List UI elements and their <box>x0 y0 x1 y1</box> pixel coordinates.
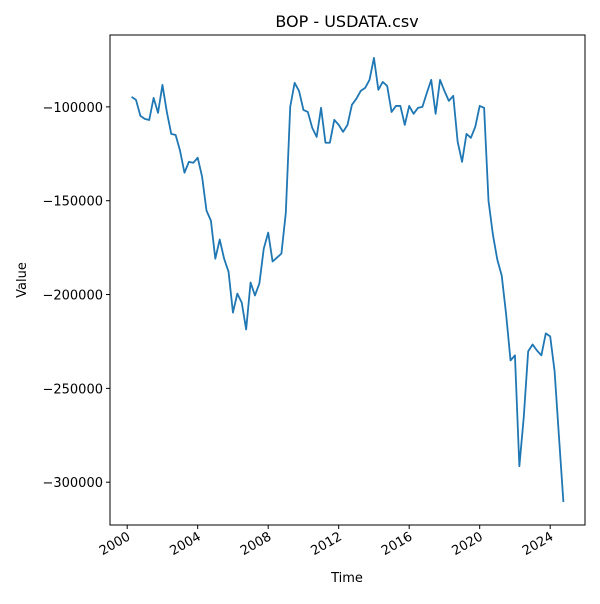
chart-title: BOP - USDATA.csv <box>275 12 418 31</box>
y-tick-label: −250000 <box>42 382 103 397</box>
x-tick-label: 2004 <box>168 529 204 559</box>
y-tick-label: −200000 <box>42 289 103 304</box>
x-tick-label: 2012 <box>309 529 345 559</box>
plot-frame <box>109 34 586 526</box>
x-tick-label: 2016 <box>379 529 415 559</box>
y-tick-label: −150000 <box>42 195 103 210</box>
x-tick-label: 2024 <box>520 529 556 559</box>
x-axis-label: Time <box>330 571 363 586</box>
data-line <box>131 57 565 503</box>
x-tick-label: 2020 <box>450 529 486 559</box>
y-axis-label: Value <box>15 262 30 298</box>
y-tick-label: −100000 <box>42 101 103 116</box>
x-tick-label: 2008 <box>238 529 274 559</box>
y-tick-label: −300000 <box>42 476 103 491</box>
x-tick-label: 2000 <box>97 529 133 559</box>
